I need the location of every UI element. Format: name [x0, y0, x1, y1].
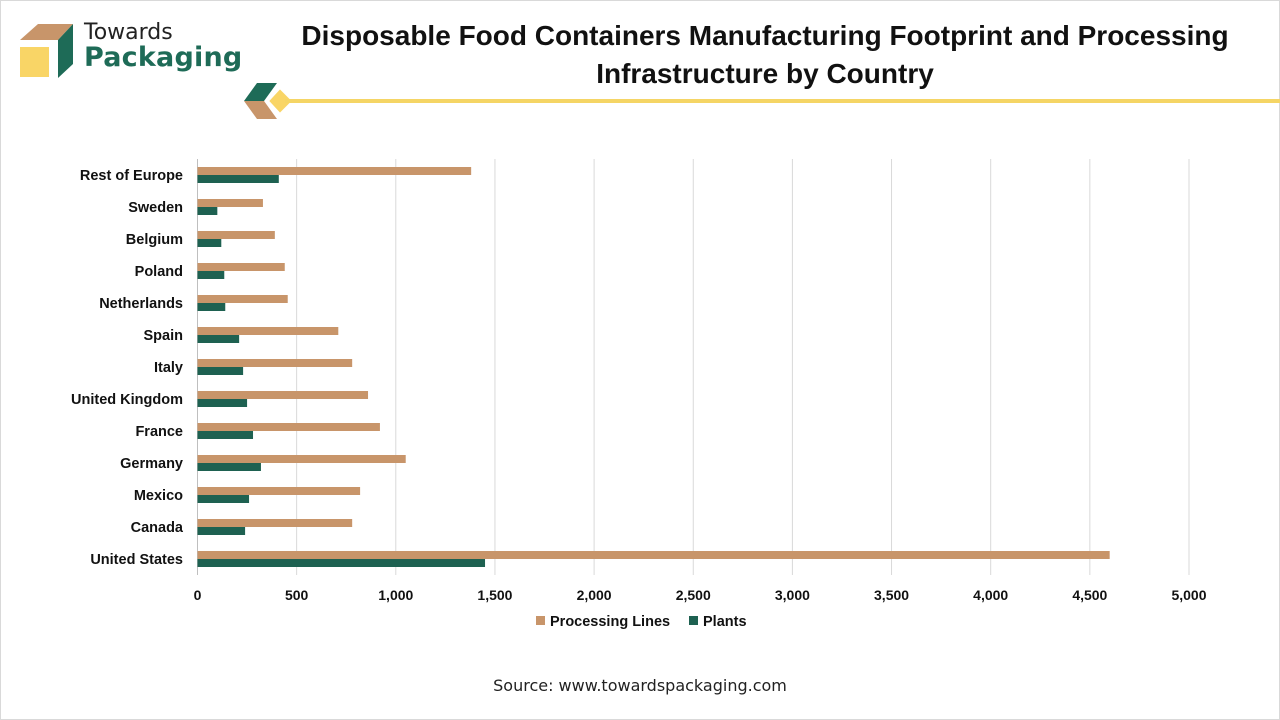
legend-label: Plants: [703, 614, 747, 630]
category-label: Poland: [135, 264, 183, 280]
bars: [197, 167, 1110, 567]
bar-plants: [197, 463, 261, 471]
category-label: Rest of Europe: [80, 168, 183, 184]
bar-processing-lines: [197, 487, 361, 495]
bar-processing-lines: [197, 263, 285, 271]
decorative-yellow-line: [285, 99, 1280, 103]
x-tick-label: 5,000: [1171, 587, 1206, 603]
bar-processing-lines: [197, 199, 263, 207]
category-label: Italy: [154, 360, 183, 376]
x-tick-label: 0: [194, 587, 202, 603]
category-labels: United States Canada Mexico Germany France Un…: [71, 168, 184, 568]
bar-plants: [197, 175, 279, 183]
bar-plants: [197, 335, 240, 343]
legend-swatch: [689, 616, 698, 625]
category-label: Spain: [144, 328, 183, 344]
bar-processing-lines: [197, 551, 1110, 559]
bar-processing-lines: [197, 231, 275, 239]
bar-plants: [197, 399, 248, 407]
category-label: Germany: [120, 456, 183, 472]
bar-plants: [197, 303, 226, 311]
legend-swatch: [536, 616, 545, 625]
legend: Processing Lines Plants: [536, 614, 747, 630]
bar-plants: [197, 431, 254, 439]
category-label: United States: [90, 552, 183, 568]
bar-processing-lines: [197, 167, 472, 175]
category-label: Belgium: [126, 232, 183, 248]
x-tick-label: 4,000: [973, 587, 1008, 603]
x-tick-label: 1,000: [378, 587, 413, 603]
gridlines: [197, 159, 1190, 575]
category-label: United Kingdom: [71, 392, 183, 408]
x-tick-label: 2,500: [676, 587, 711, 603]
logo-text-packaging: Packaging: [84, 42, 243, 73]
bar-processing-lines: [197, 295, 288, 303]
bar-processing-lines: [197, 391, 369, 399]
box-logo-icon: [20, 24, 73, 78]
bar-plants: [197, 495, 250, 503]
legend-label: Processing Lines: [550, 614, 670, 630]
logo-text-towards: Towards: [84, 20, 173, 45]
brand-logo: [18, 22, 78, 87]
bar-processing-lines: [197, 327, 339, 335]
bar-plants: [197, 239, 222, 247]
category-label: Canada: [131, 520, 184, 536]
bar-plants: [197, 207, 218, 215]
bar-plants: [197, 559, 486, 567]
category-label: France: [135, 424, 183, 440]
x-tick-label: 4,500: [1072, 587, 1107, 603]
title-line-1: Disposable Food Containers Manufacturing…: [301, 20, 1229, 51]
bar-plants: [197, 367, 244, 375]
bar-processing-lines: [197, 423, 380, 431]
x-tick-label: 3,500: [874, 587, 909, 603]
bar-processing-lines: [197, 455, 406, 463]
bar-plants: [197, 527, 246, 535]
x-tick-label: 2,000: [577, 587, 612, 603]
bar-processing-lines: [197, 519, 353, 527]
x-tick-label: 1,500: [477, 587, 512, 603]
bar-processing-lines: [197, 359, 353, 367]
source-note: Source: www.towardspackaging.com: [493, 676, 787, 695]
x-tick-label: 500: [285, 587, 309, 603]
category-label: Sweden: [128, 200, 183, 216]
x-axis-tick-labels: 0 500 1,000 1,500 2,000 2,500 3,000 3,500 4,000 4…: [194, 587, 1207, 603]
category-label: Mexico: [134, 488, 183, 504]
category-label: Netherlands: [99, 296, 183, 312]
title-line-2: Infrastructure by Country: [596, 58, 934, 89]
bar-plants: [197, 271, 225, 279]
chart-title: Disposable Food Containers Manufacturing…: [290, 17, 1240, 93]
x-tick-label: 3,000: [775, 587, 810, 603]
